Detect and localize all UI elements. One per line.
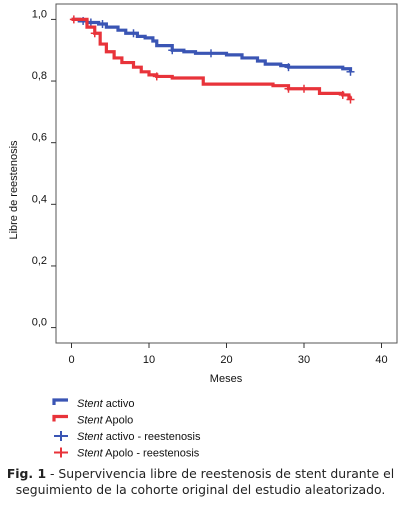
legend-swatch <box>52 398 68 405</box>
x-tick-label: 30 <box>298 354 310 366</box>
x-tick-label: 0 <box>68 354 74 366</box>
series-line-1 <box>71 17 353 100</box>
y-axis: 0,0 0,2 0,4 0,6 0,8 1,0 <box>32 8 56 329</box>
y-tick-label: 0,6 <box>32 132 47 144</box>
legend-label: Stent activo - reestenosis <box>77 431 201 443</box>
series-layer <box>69 15 355 104</box>
legend-label: Stent activo <box>77 398 134 410</box>
figure-caption: Fig. 1 - Supervivencia libre de reesteno… <box>4 466 397 498</box>
x-tick-label: 40 <box>375 354 387 366</box>
y-axis-title: Libre de reestenosis <box>8 140 20 240</box>
caption-text: - Supervivencia libre de reestenosis de … <box>15 466 395 497</box>
x-axis-title: Meses <box>210 373 243 385</box>
y-tick-label: 0,8 <box>32 70 47 82</box>
x-axis: 0 10 20 30 40 <box>68 343 388 366</box>
y-tick-label: 0,2 <box>32 255 47 267</box>
caption-label: Fig. 1 <box>6 466 47 481</box>
plot-frame <box>55 3 398 344</box>
x-tick-label: 20 <box>220 354 232 366</box>
legend-label: Stent Apolo - reestenosis <box>77 448 200 460</box>
legend: Stent activo Stent Apolo Stent activo - re… <box>52 398 201 460</box>
x-tick-label: 10 <box>143 354 155 366</box>
y-tick-label: 1,0 <box>32 8 47 20</box>
legend-swatch <box>52 414 68 422</box>
y-tick-label: 0,4 <box>32 193 47 205</box>
legend-label: Stent Apolo <box>77 415 133 427</box>
y-tick-label: 0,0 <box>32 317 47 329</box>
